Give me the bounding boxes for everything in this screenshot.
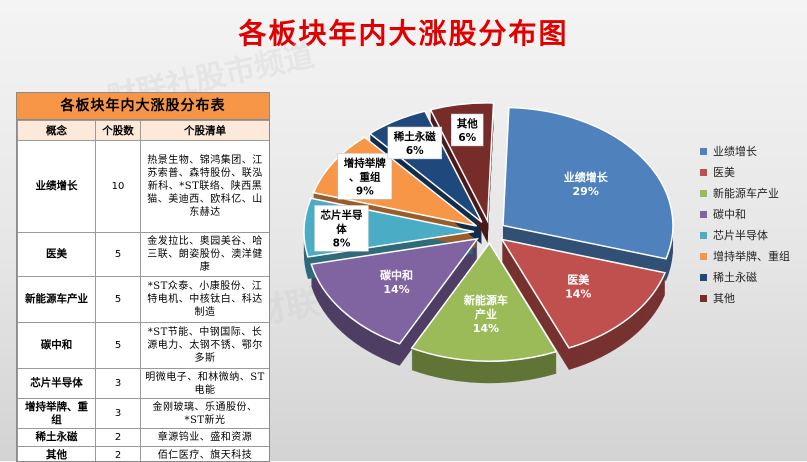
slice-name-label: 、重组 xyxy=(349,170,381,183)
row-category: 其他 xyxy=(18,447,96,462)
row-stock-list: 金发拉比、奥园美谷、哈三联、朗姿股份、澳洋健康 xyxy=(141,233,270,277)
slice-name-label: 医美 xyxy=(567,272,590,286)
row-count: 5 xyxy=(96,277,141,323)
row-count: 3 xyxy=(96,399,141,429)
legend-item: 碳中和 xyxy=(700,207,804,222)
legend-item: 增持举牌、重组 xyxy=(700,249,804,264)
row-stock-list: 热景生物、锦鸿集团、江苏索普、森特股份、联泓新科、*ST联络、陕西黑猫、美迪西、… xyxy=(141,141,270,233)
slice-label: 增持举牌、重组 9% xyxy=(338,153,392,199)
legend-label: 业绩增长 xyxy=(713,144,757,159)
table-row: 稀土永磁 2 章源钨业、盛和资源 xyxy=(18,429,270,447)
slice-label: 稀土永磁 6% xyxy=(388,127,442,159)
slice-name-label: 碳中和 xyxy=(380,268,413,282)
legend-item: 医美 xyxy=(700,165,804,180)
slice-name-label: 业绩增长 xyxy=(564,170,609,184)
slice-name-label: 稀土永磁 xyxy=(394,130,436,143)
row-count: 3 xyxy=(96,369,141,399)
row-stock-list: 明微电子、和林微纳、ST电能 xyxy=(141,369,270,399)
legend-swatch xyxy=(700,148,707,155)
legend-swatch xyxy=(700,232,707,239)
legend-swatch xyxy=(700,169,707,176)
slice-percent-label: 6% xyxy=(458,132,476,144)
legend-label: 新能源车产业 xyxy=(713,186,779,201)
legend-item: 新能源车产业 xyxy=(700,186,804,201)
table-row: 其他 2 佰仁医疗、旗天科技 xyxy=(18,447,270,462)
row-category: 业绩增长 xyxy=(18,141,96,233)
legend-swatch xyxy=(700,274,707,281)
chart-legend: 业绩增长医美新能源车产业碳中和芯片半导体增持举牌、重组稀土永磁其他 xyxy=(700,144,804,312)
row-category: 新能源车产业 xyxy=(18,277,96,323)
header-count: 个股数 xyxy=(96,121,141,141)
slice-percent-label: 14% xyxy=(473,322,499,335)
slice-percent-label: 14% xyxy=(565,287,591,300)
slice-name-label: 芯片半导 xyxy=(320,208,362,221)
legend-label: 增持举牌、重组 xyxy=(713,249,790,264)
legend-label: 医美 xyxy=(713,165,735,180)
row-stock-list: 章源钨业、盛和资源 xyxy=(141,429,270,447)
table-row: 新能源车产业 5 *ST众泰、小康股份、江特电机、中核钛白、科达制造 xyxy=(18,277,270,323)
legend-item: 稀土永磁 xyxy=(700,270,804,285)
header-stock-list: 个股清单 xyxy=(141,121,270,141)
legend-label: 稀土永磁 xyxy=(713,270,757,285)
slice-label: 其他 6% xyxy=(451,114,483,146)
slice-name-label: 其他 xyxy=(457,117,478,130)
table-row: 芯片半导体 3 明微电子、和林微纳、ST电能 xyxy=(18,369,270,399)
slice-name-label: 新能源车 xyxy=(464,293,508,307)
row-stock-list: 金刚玻璃、乐通股份、*ST新光 xyxy=(141,399,270,429)
distribution-table: 概念 个股数 个股清单 业绩增长 10 热景生物、锦鸿集团、江苏索普、森特股份、… xyxy=(17,120,270,462)
row-category: 医美 xyxy=(18,233,96,277)
distribution-table-panel: 各板块年内大涨股分布表 概念 个股数 个股清单 业绩增长 10 热景生物、锦鸿集… xyxy=(16,92,270,462)
table-row: 碳中和 5 *ST节能、中钢国际、长源电力、太钢不锈、鄂尔多斯 xyxy=(18,323,270,369)
table-row: 业绩增长 10 热景生物、锦鸿集团、江苏索普、森特股份、联泓新科、*ST联络、陕… xyxy=(18,141,270,233)
legend-item: 其他 xyxy=(700,291,804,306)
slice-percent-label: 6% xyxy=(406,145,424,157)
row-count: 2 xyxy=(96,447,141,462)
slice-percent-label: 29% xyxy=(573,185,599,198)
legend-swatch xyxy=(700,253,707,260)
legend-label: 其他 xyxy=(713,291,735,306)
table-row: 增持举牌、重组 3 金刚玻璃、乐通股份、*ST新光 xyxy=(18,399,270,429)
row-stock-list: *ST众泰、小康股份、江特电机、中核钛白、科达制造 xyxy=(141,277,270,323)
slice-percent-label: 9% xyxy=(356,185,374,197)
row-category: 芯片半导体 xyxy=(18,369,96,399)
header-concept: 概念 xyxy=(18,121,96,141)
slice-name-label: 产业 xyxy=(475,307,497,321)
slice-percent-label: 8% xyxy=(333,237,351,249)
row-stock-list: *ST节能、中钢国际、长源电力、太钢不锈、鄂尔多斯 xyxy=(141,323,270,369)
row-category: 碳中和 xyxy=(18,323,96,369)
legend-swatch xyxy=(700,295,707,302)
table-header-row: 概念 个股数 个股清单 xyxy=(18,121,270,141)
legend-item: 芯片半导体 xyxy=(700,228,804,243)
row-stock-list: 佰仁医疗、旗天科技 xyxy=(141,447,270,462)
legend-swatch xyxy=(700,211,707,218)
slice-name-label: 体 xyxy=(336,222,347,235)
row-category: 稀土永磁 xyxy=(18,429,96,447)
row-count: 10 xyxy=(96,141,141,233)
row-count: 2 xyxy=(96,429,141,447)
row-category: 增持举牌、重组 xyxy=(18,399,96,429)
table-caption: 各板块年内大涨股分布表 xyxy=(17,93,269,120)
row-count: 5 xyxy=(96,323,141,369)
legend-swatch xyxy=(700,190,707,197)
row-count: 5 xyxy=(96,233,141,277)
slice-percent-label: 14% xyxy=(383,283,409,296)
legend-label: 碳中和 xyxy=(713,207,746,222)
slice-name-label: 增持举牌 xyxy=(344,156,386,169)
legend-item: 业绩增长 xyxy=(700,144,804,159)
pie-chart: 业绩增长29%医美14%新能源车产业14%碳中和14%芯片半导体8%增持举牌、重… xyxy=(290,92,700,422)
chart-title: 各板块年内大涨股分布图 xyxy=(0,12,807,52)
table-row: 医美 5 金发拉比、奥园美谷、哈三联、朗姿股份、澳洋健康 xyxy=(18,233,270,277)
slice-label: 芯片半导体 8% xyxy=(314,205,368,251)
legend-label: 芯片半导体 xyxy=(713,228,768,243)
